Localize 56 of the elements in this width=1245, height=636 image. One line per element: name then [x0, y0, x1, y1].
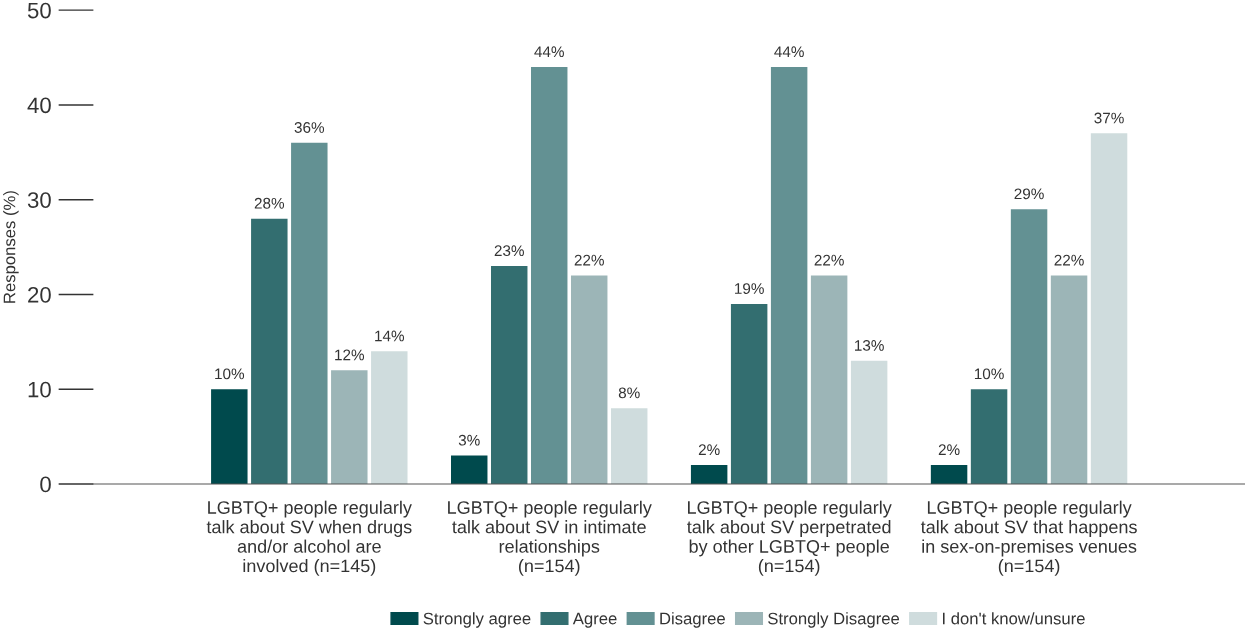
- legend-label: I don't know/unsure: [943, 612, 1085, 625]
- data-label: 29%: [1014, 188, 1044, 200]
- data-label: 44%: [534, 46, 564, 58]
- bar: [1050, 275, 1088, 484]
- y-tick-label: 50: [27, 2, 51, 19]
- bar: [970, 389, 1008, 484]
- bar: [1090, 133, 1128, 484]
- legend-label: Strongly Disagree: [768, 612, 900, 628]
- bar: [690, 465, 728, 484]
- bar: [810, 275, 848, 484]
- bar: [451, 455, 488, 484]
- data-label: 12%: [335, 349, 365, 361]
- x-tick-label: LGBTQ+ people regularly talk about SV that happens in sex-on-premises venues (n=154): [920, 500, 1137, 576]
- data-label: 22%: [814, 254, 844, 266]
- data-label: 13%: [855, 340, 884, 351]
- y-axis-title: Responses (%): [3, 191, 19, 303]
- x-tick-label: LGBTQ+ people regularly talk about SV perpetrated by other LGBTQ+ people (n=154): [687, 500, 892, 576]
- data-label: 23%: [494, 245, 524, 257]
- data-label: 3%: [458, 434, 480, 446]
- bar: [770, 67, 808, 484]
- bar: [610, 408, 648, 484]
- bar: [211, 389, 248, 484]
- bar: [570, 275, 608, 484]
- bar: [491, 266, 528, 484]
- data-label: 19%: [735, 283, 764, 294]
- bar: [251, 218, 288, 484]
- legend-label: Agree: [572, 612, 617, 628]
- bar: [371, 351, 408, 484]
- y-tick-label: 20: [28, 287, 51, 303]
- data-label: 2%: [698, 444, 720, 456]
- data-label: 10%: [215, 368, 245, 380]
- bar: [1010, 209, 1048, 484]
- data-label: 36%: [294, 122, 325, 133]
- data-label: 10%: [974, 368, 1004, 380]
- bar: [930, 465, 968, 484]
- bar: [530, 67, 568, 484]
- data-label: 37%: [1094, 112, 1124, 124]
- data-label: 44%: [774, 46, 804, 58]
- bar: [291, 142, 328, 484]
- data-label: 14%: [375, 330, 405, 342]
- x-tick-label: LGBTQ+ people regularly talk about SV when drugs and/or alcohol are involved (n=145): [206, 500, 412, 576]
- data-label: 22%: [1054, 254, 1084, 266]
- legend-label: Strongly agree: [423, 612, 531, 628]
- bar: [850, 360, 888, 484]
- y-tick-label: 0: [40, 476, 51, 493]
- data-label: 8%: [618, 387, 640, 399]
- data-label: 2%: [938, 444, 960, 456]
- bar: [730, 303, 768, 484]
- y-tick-label: 40: [27, 97, 51, 114]
- x-tick-label: LGBTQ+ people regularly talk about SV in intimate relationships (n=154): [448, 500, 652, 576]
- data-label: 28%: [254, 197, 285, 209]
- y-tick-label: 10: [28, 381, 51, 398]
- y-tick-label: 30: [27, 192, 51, 208]
- bar: [331, 370, 368, 484]
- legend-label: Disagree: [660, 612, 725, 628]
- data-label: 22%: [574, 254, 604, 266]
